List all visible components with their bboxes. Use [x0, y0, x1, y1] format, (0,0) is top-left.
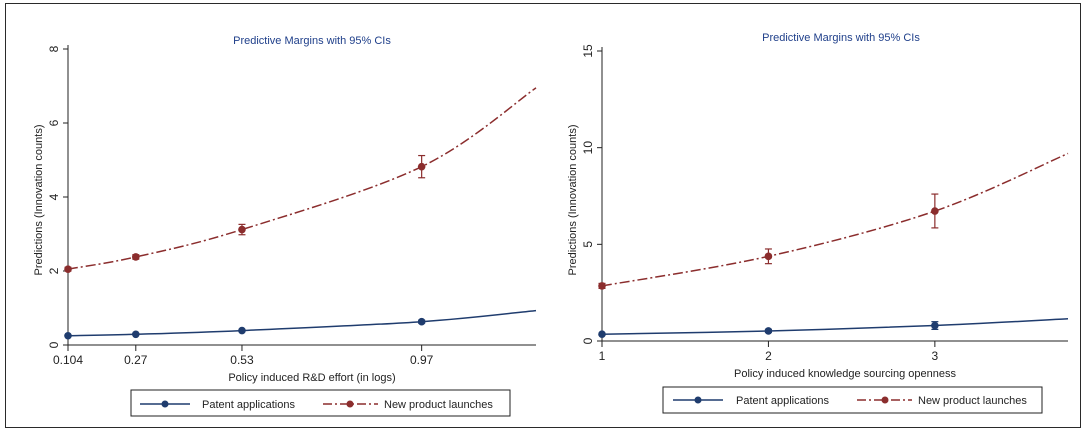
- chart-2-y-tick-label: 15: [581, 44, 595, 58]
- chart-1-series-patent-point: [238, 326, 246, 335]
- chart-2-series-product-point: [931, 207, 939, 215]
- chart-1-legend-patent-label: Patent applications: [202, 399, 295, 411]
- chart-2-series-patent-point: [931, 321, 939, 330]
- chart-2-series-product-point: [764, 252, 773, 261]
- chart-1-series-patent-point: [64, 331, 72, 340]
- chart-1-y-tick-label: 2: [47, 267, 61, 274]
- chart-1-y-tick-label: 6: [47, 119, 61, 126]
- chart-1-series-product-line: [67, 87, 537, 270]
- chart-2-y-tick-label: 10: [581, 141, 595, 155]
- chart-1-series-patent-point: [417, 317, 426, 326]
- chart-2-legend-product-label: New product launches: [918, 395, 1027, 407]
- chart-1-y-tick-label: 0: [47, 341, 61, 348]
- chart-2-x-tick-label: 3: [932, 349, 939, 363]
- chart-1-x-tick-label: 0.104: [53, 353, 83, 367]
- chart-2-legend-box: [662, 386, 1043, 414]
- chart-2-series-patent-point: [598, 330, 606, 339]
- chart-1-series-product-point: [64, 265, 72, 273]
- chart-1-xlabel: Policy induced R&D effort (in logs): [228, 372, 395, 384]
- chart-2-ylabel: Predictions (Innovation counts): [567, 124, 579, 275]
- chart-2-series-patent-line: [601, 318, 1069, 335]
- chart-2-series-patent-point: [764, 327, 773, 335]
- plot-layer: 0 2 4 6 8 0.104 0.27 0.53 0.97 0 5 10 15 1 2 3: [47, 44, 1069, 367]
- chart-1-series-product-point: [417, 162, 426, 171]
- chart-2-series-product-line: [601, 152, 1069, 287]
- chart-1-legend: Patent applications New product launches: [130, 389, 511, 417]
- chart-2-legend: Patent applications New product launches: [662, 386, 1043, 414]
- chart-2-title: Predictive Margins with 95% CIs: [762, 32, 920, 44]
- chart-2-y-tick-label: 5: [581, 241, 595, 248]
- chart-2-legend-patent-marker: [694, 396, 702, 404]
- chart-2-legend-patent-label: Patent applications: [736, 395, 829, 407]
- chart-1-legend-product-label: New product launches: [384, 399, 493, 411]
- chart-1-series-patent-line: [67, 309, 537, 337]
- chart-1-legend-product-marker: [346, 400, 354, 408]
- chart-2-x-tick-label: 2: [765, 349, 772, 363]
- chart-2-legend-product-marker: [881, 396, 889, 404]
- chart-1-x-tick-label: 0.97: [410, 353, 434, 367]
- chart-1-y-tick-label: 8: [47, 45, 61, 52]
- chart-2-y-tick-label: 0: [581, 337, 595, 344]
- figure-frame: [5, 3, 1081, 428]
- chart-1-series-patent-point: [131, 330, 140, 339]
- chart-1-legend-patent-marker: [161, 400, 169, 408]
- chart-2-xlabel: Policy induced knowledge sourcing openne…: [734, 368, 956, 380]
- chart-1-x-tick-label: 0.53: [230, 353, 254, 367]
- chart-1-ylabel: Predictions (Innovation counts): [33, 124, 45, 275]
- chart-2-series-product-point: [598, 282, 606, 290]
- chart-1-legend-box: [130, 389, 511, 417]
- chart-2-x-tick-label: 1: [599, 349, 606, 363]
- chart-1-series-product-point: [238, 225, 246, 234]
- chart-1-y-tick-label: 4: [47, 193, 61, 200]
- chart-1-series-product-point: [131, 253, 140, 261]
- chart-1-x-tick-label: 0.27: [124, 353, 148, 367]
- chart-1-title: Predictive Margins with 95% CIs: [233, 35, 391, 47]
